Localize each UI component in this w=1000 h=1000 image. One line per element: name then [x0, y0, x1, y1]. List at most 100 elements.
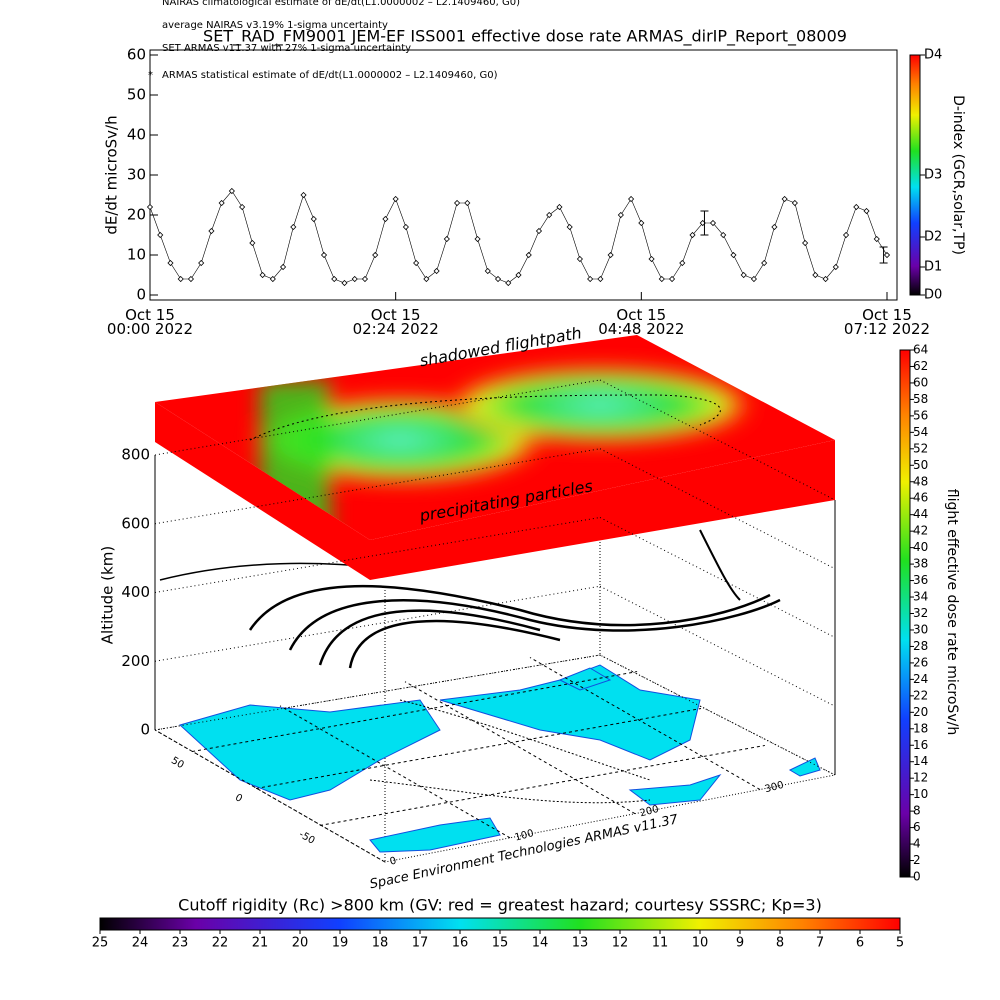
lon-tick-label: 300 [764, 780, 785, 796]
data-point [668, 275, 676, 283]
colorbar-tick-label: 14 [532, 936, 549, 951]
data-point [709, 219, 717, 227]
data-point [515, 271, 522, 279]
data-point [607, 251, 614, 259]
colorbar-tick-label: 17 [412, 936, 429, 951]
y-tick-label: 50 [127, 86, 146, 104]
colorbar-tick-label: 8 [913, 804, 921, 818]
z-axis-label: Altitude (km) [99, 546, 117, 644]
colorbar-tick-label: 36 [913, 573, 928, 587]
colorbar-tick-label: 38 [913, 557, 928, 571]
data-point [187, 275, 195, 283]
x-tick-label: Oct 15 00:00 2022 [107, 306, 193, 338]
dose-slab [155, 335, 835, 580]
data-point [853, 203, 860, 211]
colorbar-tick-label: 6 [856, 936, 864, 951]
colorbar-tick-label: 0 [913, 870, 921, 884]
lon-grid [529, 657, 761, 790]
data-point [832, 263, 839, 271]
data-point [464, 199, 471, 207]
dose-rate-plot: SET_RAD_FM9001 JEM-EF ISS001 effective d… [103, 0, 967, 338]
colorbar-tick-label: 2 [913, 853, 921, 867]
flight-paths [159, 529, 781, 804]
y-tick-label: 40 [127, 126, 146, 144]
data-point [228, 187, 235, 195]
colorbar-tick-label: 4 [913, 837, 921, 851]
data-point [269, 275, 276, 283]
data-point [474, 235, 481, 243]
data-point [402, 223, 409, 231]
colorbar-tick-label: 19 [332, 936, 349, 951]
colorbar-tick-label: 25 [92, 936, 109, 951]
colorbar-tick-label: 22 [913, 688, 928, 702]
x-tick-label: Oct 15 04:48 2022 [598, 306, 684, 338]
y-tick-label: 20 [127, 206, 146, 224]
lat-tick-label: 0 [233, 792, 244, 805]
colorbar-label: flight effective dose rate microSv/h [944, 489, 960, 735]
lon-grid [279, 705, 511, 839]
colorbar-tick-label: 9 [736, 936, 744, 951]
data-point [587, 275, 594, 283]
data-point [771, 223, 778, 231]
z-grid [154, 448, 601, 525]
colorbar-label: Cutoff rigidity (Rc) >800 km (GV: red = … [178, 896, 822, 915]
legend-entry: NAIRAS climatological estimate of dE/dt(… [162, 0, 520, 8]
colorbar-tick-label: D1 [924, 260, 942, 275]
data-point [873, 235, 880, 243]
colorbar-tick-label: 24 [132, 936, 149, 951]
colorbar-tick-label: 8 [776, 936, 784, 951]
data-point [280, 263, 287, 271]
colorbar-tick-label: 18 [913, 721, 928, 735]
colorbar-tick-label: 58 [913, 392, 928, 406]
data-point [259, 271, 266, 279]
colorbar-tick-label: 54 [913, 425, 928, 439]
legend-entry: SET ARMAS v11.37 with 27% 1-sigma uncert… [162, 43, 411, 54]
colorbar-tick-label: 16 [452, 936, 469, 951]
series-line [149, 190, 888, 284]
colorbar-tick-label: 48 [913, 474, 928, 488]
data-point [781, 195, 788, 203]
data-point [177, 275, 184, 283]
colorbar-tick-label: 13 [572, 936, 589, 951]
y-tick-label: 10 [127, 246, 146, 264]
data-point [617, 211, 624, 219]
lon-tick-label: 0 [389, 856, 398, 868]
error-bar [879, 246, 888, 264]
chart-title: SET_RAD_FM9001 JEM-EF ISS001 effective d… [203, 27, 847, 47]
data-point [320, 251, 328, 259]
y-tick-label: 0 [136, 286, 146, 304]
data-point [208, 227, 215, 235]
data-point [679, 259, 686, 267]
colorbar-tick-label: 12 [913, 771, 928, 785]
data-point [883, 251, 891, 259]
error-bar [700, 210, 709, 236]
data-point [689, 231, 696, 239]
data-point [443, 235, 450, 243]
colorbar-tick-label: 7 [816, 936, 824, 951]
colorbar-tick-label: 18 [372, 936, 389, 951]
y-tick-label: 60 [127, 46, 146, 64]
data-point [863, 207, 870, 215]
lon-tick-label: 200 [639, 804, 660, 820]
data-point [761, 259, 768, 267]
colorbar-tick-label: 42 [913, 524, 928, 538]
colorbar-tick-label: 21 [252, 936, 269, 951]
data-point [218, 199, 225, 207]
colorbar-tick-label: 60 [913, 375, 928, 389]
data-point [382, 215, 389, 223]
colorbar-tick-label: 32 [913, 606, 928, 620]
data-point [351, 275, 358, 283]
data-point [648, 255, 655, 263]
data-point [433, 267, 440, 275]
lon-tick-label: 100 [514, 828, 535, 844]
colorbar-tick-label: 20 [292, 936, 309, 951]
data-point [638, 219, 645, 227]
data-point [525, 251, 532, 259]
data-point [341, 279, 348, 287]
map [179, 664, 821, 853]
colorbar-tick-label: 26 [913, 655, 928, 669]
colorbar-tick-label: 28 [913, 639, 928, 653]
z-tick-label: 0 [140, 721, 150, 739]
colorbar-tick-label: 22 [212, 936, 229, 951]
data-point [750, 275, 757, 283]
